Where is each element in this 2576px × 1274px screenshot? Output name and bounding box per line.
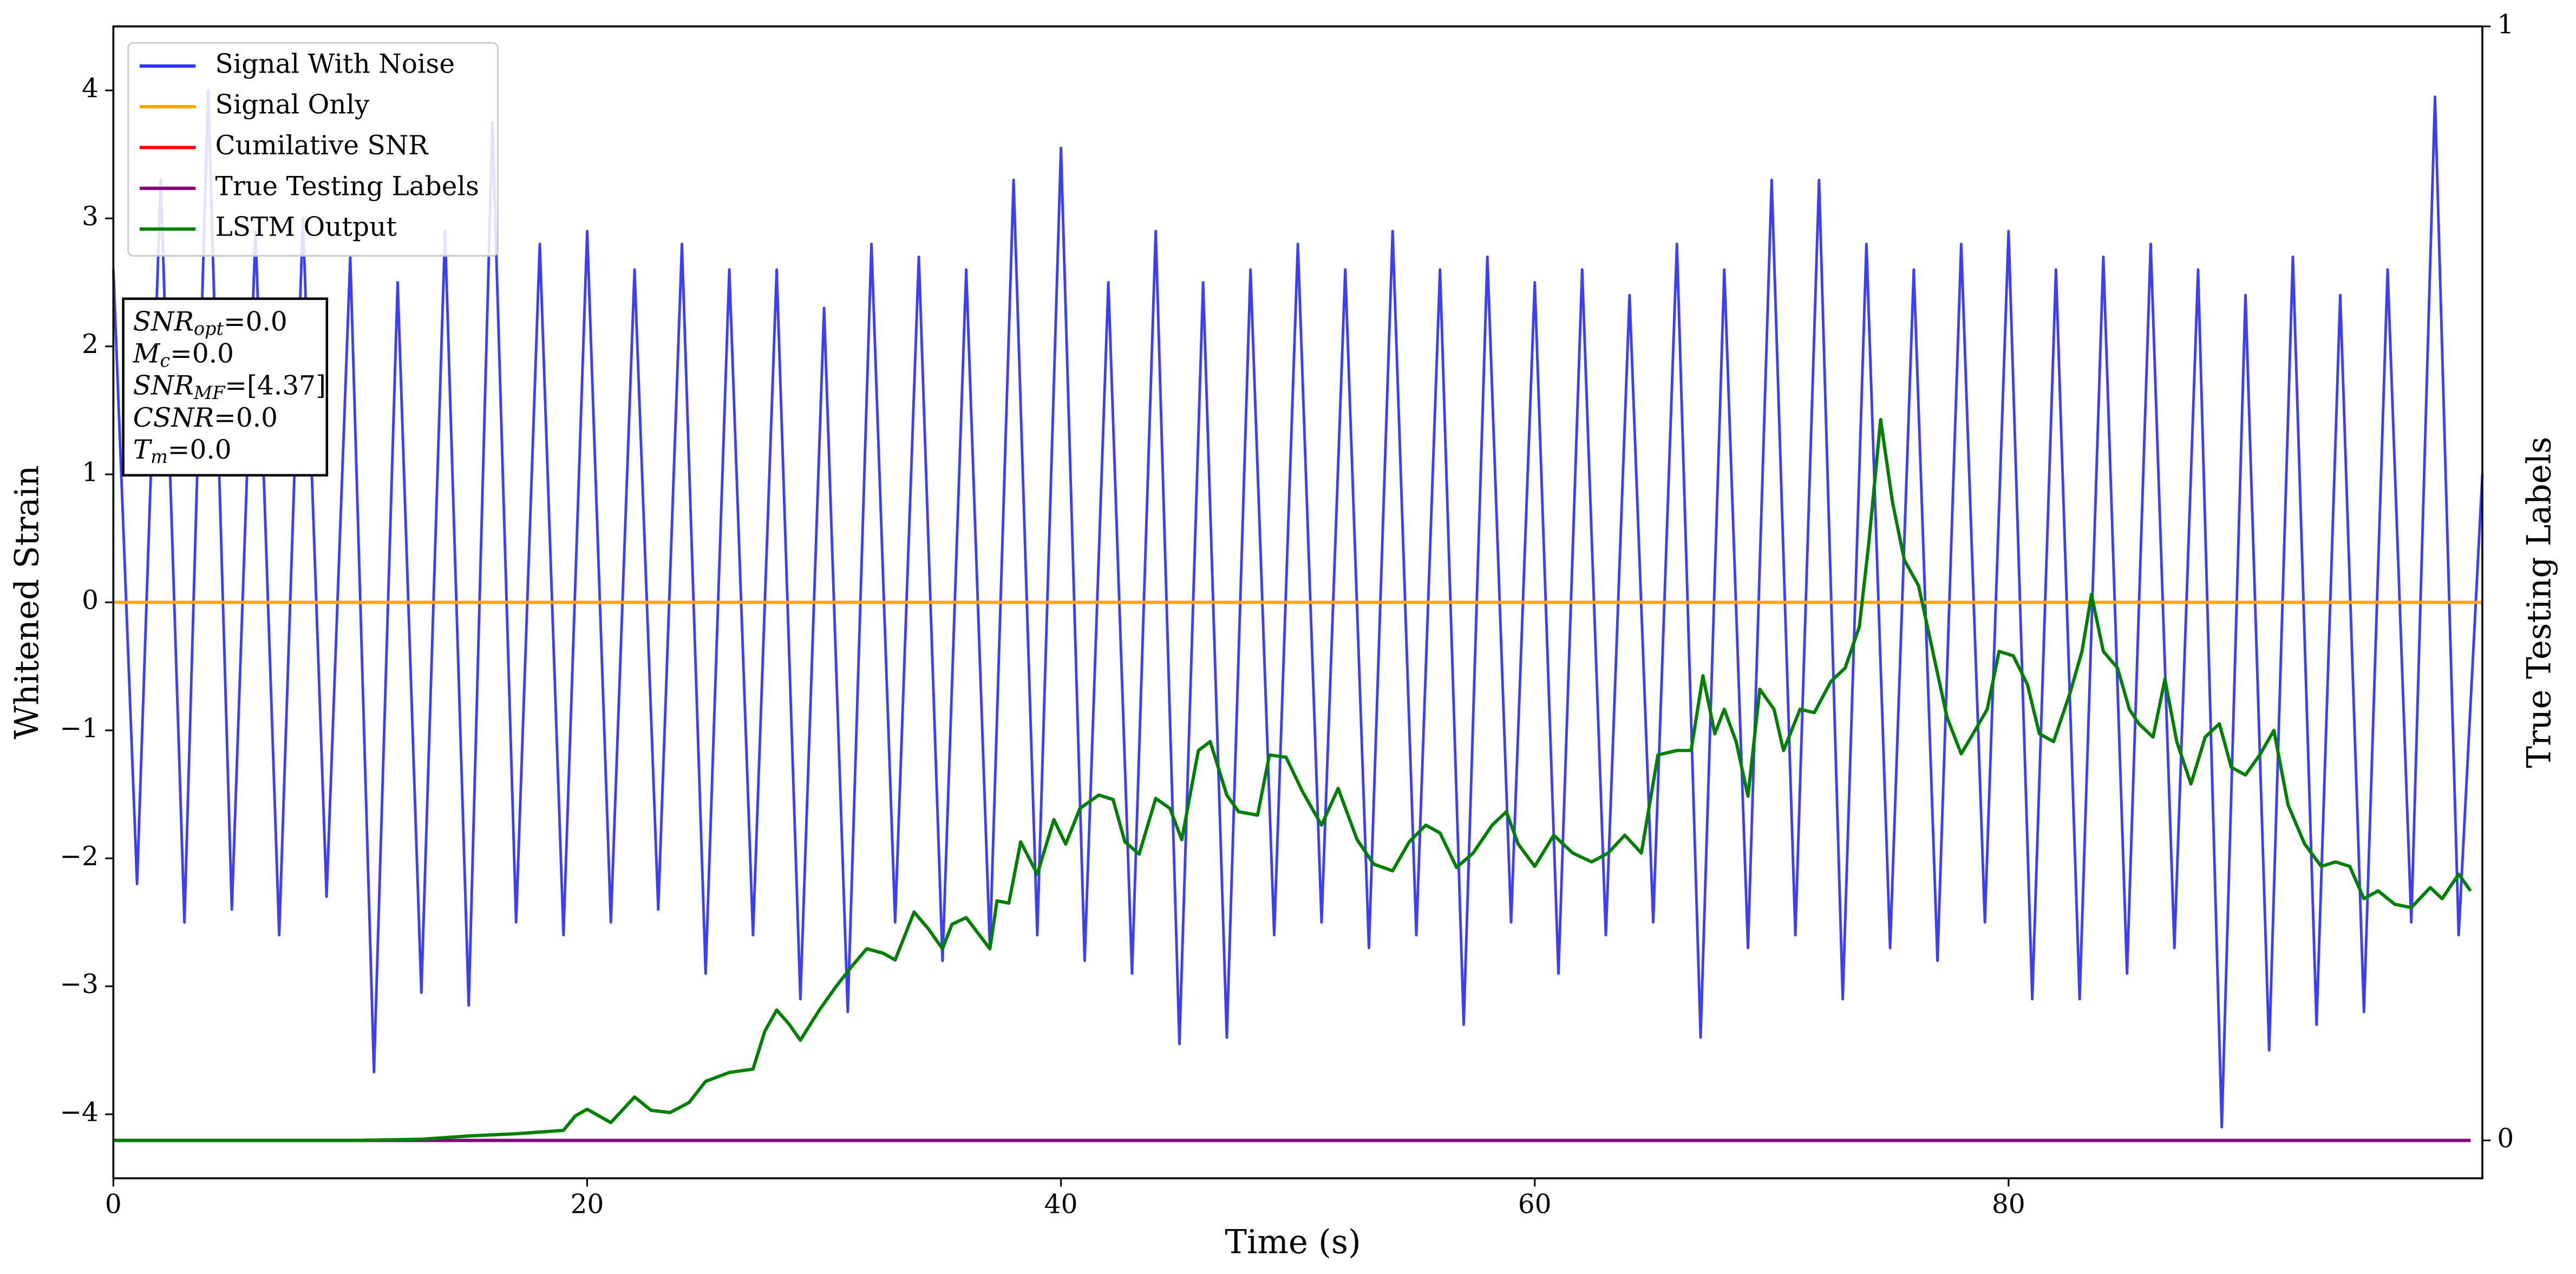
y-tick-label: 1 bbox=[82, 458, 99, 488]
annotation-value: =0.0 bbox=[168, 434, 232, 465]
legend-label: Signal Only bbox=[215, 90, 370, 120]
annotation-symbol: M bbox=[133, 338, 161, 369]
legend-label: True Testing Labels bbox=[215, 171, 479, 201]
x-tick-label: 60 bbox=[1518, 1189, 1552, 1219]
annotation-line: Tm=0.0 bbox=[133, 434, 232, 467]
annotation: SNRopt=0.0Mc=0.0SNRMF=[4.37]CSNR=0.0Tm=0… bbox=[122, 297, 329, 477]
y-tick-label: −3 bbox=[60, 969, 99, 999]
y-tick-label: 3 bbox=[82, 201, 99, 232]
annotation-subscript: opt bbox=[194, 318, 224, 339]
x-tick-label: 40 bbox=[1044, 1189, 1078, 1219]
annotation-value: =0.0 bbox=[214, 402, 278, 433]
y-tick-label: −2 bbox=[60, 841, 99, 872]
annotation-box bbox=[122, 297, 329, 477]
annotation-subscript: MF bbox=[193, 382, 226, 403]
annotation-line: SNRMF=[4.37] bbox=[133, 370, 326, 403]
y-tick-label: −1 bbox=[60, 713, 99, 743]
legend-label: LSTM Output bbox=[215, 212, 397, 242]
y-tick-label: 4 bbox=[82, 73, 99, 103]
annotation-value: =0.0 bbox=[170, 338, 234, 369]
y-tick-label: 0 bbox=[82, 585, 99, 616]
y2-tick-label: 1 bbox=[2497, 9, 2514, 40]
plot-area bbox=[112, 89, 2484, 1142]
y2-axis-label: True Testing Labels bbox=[2520, 436, 2558, 768]
y-tick-label: −4 bbox=[60, 1097, 99, 1127]
annotation-symbol: SNR bbox=[133, 370, 194, 401]
x-axis-label: Time (s) bbox=[1225, 1223, 1361, 1261]
legend: Signal With Noise Signal Only Cumilative S… bbox=[127, 42, 499, 257]
y-tick-label: 2 bbox=[82, 329, 99, 360]
annotation-symbol: CSNR bbox=[133, 402, 214, 433]
y2-tick-label: 0 bbox=[2497, 1123, 2514, 1154]
x-tick-label: 80 bbox=[1992, 1189, 2025, 1219]
annotation-value: =[4.37] bbox=[225, 370, 326, 401]
series-line bbox=[113, 418, 2472, 1142]
annotation-line: Mc=0.0 bbox=[133, 338, 234, 371]
series-line bbox=[112, 89, 2484, 1129]
y-axis-label: Whitened Strain bbox=[9, 465, 47, 739]
annotation-line: SNRopt=0.0 bbox=[133, 306, 287, 339]
annotation-line: CSNR=0.0 bbox=[133, 402, 278, 433]
annotation-symbol: SNR bbox=[133, 306, 194, 337]
legend-label: Signal With Noise bbox=[215, 49, 455, 79]
x-tick-label: 0 bbox=[105, 1189, 122, 1219]
annotation-symbol: T bbox=[133, 434, 153, 465]
annotation-subscript: c bbox=[160, 350, 170, 371]
annotation-subscript: m bbox=[151, 446, 168, 467]
annotation-value: =0.0 bbox=[224, 306, 287, 337]
legend-box bbox=[127, 42, 499, 257]
x-tick-label: 20 bbox=[571, 1189, 604, 1219]
legend-label: Cumilative SNR bbox=[215, 130, 429, 161]
